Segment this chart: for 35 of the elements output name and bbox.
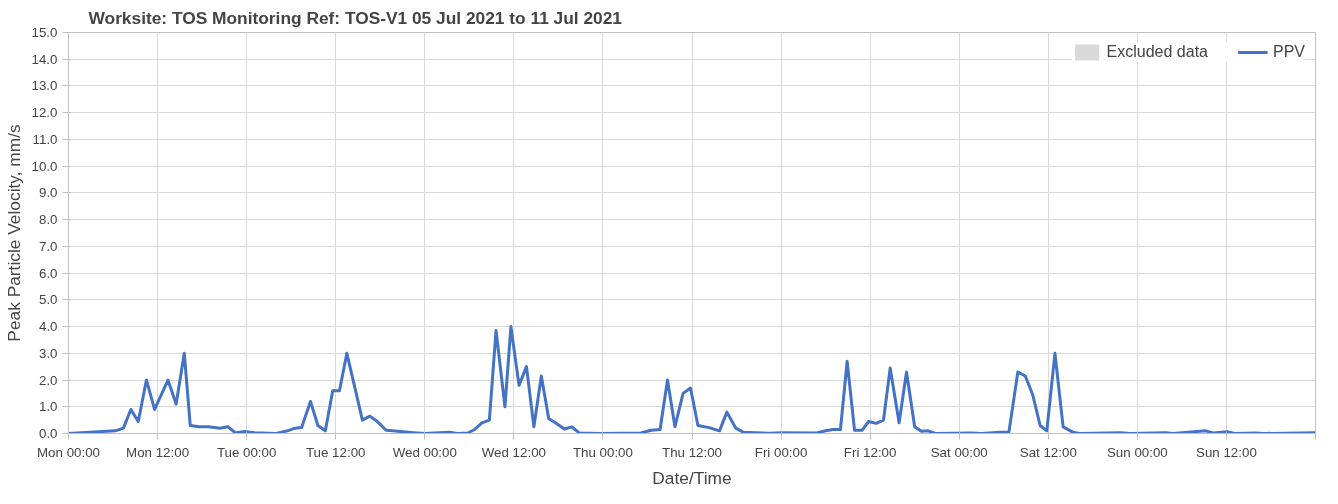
x-tick-label: Fri 00:00 [754,444,808,460]
y-tick-label: 10.0 [31,158,58,174]
x-tick-label: Sun 12:00 [1196,444,1257,460]
legend-label: Excluded data [1106,43,1208,61]
x-tick-label: Wed 12:00 [481,444,546,460]
x-tick-label: Sat 00:00 [930,444,988,460]
x-tick-label: Thu 12:00 [661,444,723,460]
chart-title: Worksite: TOS Monitoring Ref: TOS-V1 05 Jul 2021 to 11 Jul 2021 [88,7,623,28]
y-axis-title: Peak Particle Velocity, mm/s [3,124,24,342]
x-tick-label: Fri 12:00 [843,444,897,460]
x-axis-title: Date/Time [652,467,732,488]
x-tick-label: Mon 00:00 [37,444,100,460]
x-tick-label: Sun 00:00 [1106,444,1168,460]
y-tick-label: 13.0 [31,78,58,94]
y-tick-label: 14.0 [31,51,58,67]
y-tick-label: 2.0 [38,372,58,388]
y-tick-label: 4.0 [38,319,58,335]
y-tick-label: 6.0 [38,265,58,281]
y-tick-label: 1.0 [38,399,58,415]
y-tick-label: 3.0 [38,345,58,361]
legend-label: PPV [1272,43,1305,61]
x-tick-label: Mon 12:00 [126,444,190,460]
x-tick-label: Wed 00:00 [392,444,457,460]
y-tick-label: 11.0 [32,131,58,147]
y-tick-label: 8.0 [38,212,58,228]
y-tick-label: 0.0 [38,426,58,441]
y-tick-label: 12.0 [31,105,58,121]
y-tick-label: 15.0 [31,25,58,40]
y-tick-label: 7.0 [38,238,58,254]
x-tick-label: Thu 00:00 [572,444,633,460]
x-tick-label: Tue 00:00 [216,444,277,460]
x-tick-label: Sat 12:00 [1019,444,1077,460]
y-tick-label: 5.0 [38,292,58,308]
y-tick-label: 9.0 [38,185,58,201]
x-tick-label: Tue 12:00 [305,444,366,460]
